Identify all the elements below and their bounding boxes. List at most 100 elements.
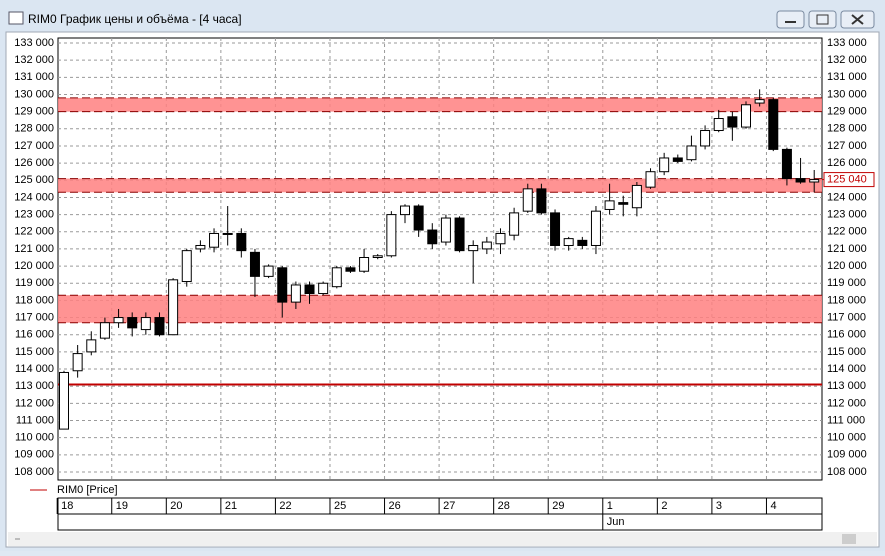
legend-label[interactable]: RIM0 [Price] [57,484,118,496]
y2-tick-label: 127 000 [827,140,867,152]
date-label: 4 [770,500,776,512]
candle-body [468,244,479,252]
candle-body [400,205,410,216]
y2-tick-label: 126 000 [827,157,867,169]
candle-body [686,145,697,161]
candle-body [604,200,615,210]
date-label: 28 [498,500,510,512]
y2-tick-label: 122 000 [827,226,867,238]
candle-body [659,157,670,173]
scrollbar[interactable] [8,532,877,546]
date-label: 26 [389,500,401,512]
candle-body [550,212,561,246]
candle-body [304,284,315,295]
candle-body [59,371,69,430]
month-label: Jun [607,516,625,528]
candle-body [809,179,820,183]
date-label: 22 [279,500,291,512]
y2-tick-label: 130 000 [827,88,867,100]
candle-body [768,99,779,150]
y-tick-label: 120 000 [14,260,54,272]
candle-body [590,210,601,246]
candle-body [509,212,520,236]
candle-body [645,171,656,188]
price-zone [58,97,822,112]
y2-tick-label: 117 000 [827,311,866,323]
y-tick-label: 111 000 [16,414,54,426]
y-tick-label: 122 000 [14,226,54,238]
y2-tick-label: 120 000 [827,260,867,272]
y2-tick-label: 108 000 [827,466,867,478]
y-tick-label: 124 000 [14,191,54,203]
scroll-thumb[interactable] [842,534,856,544]
candle-body [536,188,547,214]
maximize-button[interactable] [808,10,837,29]
y2-tick-label: 113 000 [827,380,866,392]
y2-tick-label: 116 000 [827,329,866,341]
y-tick-label: 118 000 [15,294,54,306]
last-price-label: 125 040 [827,173,867,185]
candle-body [481,241,492,250]
y2-tick-label: 112 000 [827,397,866,409]
y2-tick-label: 115 000 [827,346,866,358]
y-tick-label: 108 000 [14,466,54,478]
y2-tick-label: 121 000 [827,243,867,255]
y-tick-label: 112 000 [15,397,54,409]
price-zone [58,295,822,323]
candle-body [495,232,506,245]
candle-body [263,265,274,277]
date-label: 21 [225,500,237,512]
candle-body [386,214,397,257]
y-tick-label: 127 000 [14,140,54,152]
candle-body [113,317,124,324]
y-tick-label: 125 000 [14,174,54,186]
candle-body [181,250,192,283]
candle-body [372,255,383,258]
date-label: 2 [661,500,667,512]
candle-body [427,229,438,245]
y-tick-label: 128 000 [14,123,54,135]
y-tick-label: 123 000 [14,209,54,221]
candle-body [440,217,451,243]
y-tick-label: 126 000 [14,157,54,169]
y-tick-label: 131 000 [14,71,54,83]
candle-body [754,99,765,104]
y-tick-label: 133 000 [14,37,54,49]
candle-body [127,317,138,329]
candle-body [741,104,751,128]
candle-body [140,317,151,331]
candle-body [631,184,642,209]
minimize-button[interactable] [776,10,805,29]
candle-body [222,232,233,235]
date-label: 29 [552,500,564,512]
date-label: 1 [607,500,613,512]
candle-body [672,157,683,162]
candle-body [522,188,533,212]
window-title: RIM0 График цены и объёма - [4 часа] [28,12,242,26]
maximize-icon [816,14,829,25]
candle-body [413,205,424,231]
y-tick-label: 119 000 [15,277,54,289]
candle-body [331,267,342,288]
y2-tick-label: 109 000 [827,449,867,461]
date-label: 19 [116,500,128,512]
window-icon [8,11,24,25]
y2-tick-label: 128 000 [827,123,867,135]
y2-tick-label: 119 000 [827,277,866,289]
y-tick-label: 113 000 [15,380,54,392]
candle-body [277,267,288,303]
candle-body [236,232,247,252]
date-label: 18 [61,500,73,512]
candle-body [700,130,711,147]
y-tick-label: 116 000 [15,329,54,341]
y2-tick-label: 110 000 [827,432,866,444]
price-zone [58,178,822,193]
candle-body [168,279,179,336]
y-tick-label: 117 000 [15,311,54,323]
candle-body [318,282,329,295]
y-tick-label: 109 000 [14,449,54,461]
candle-body [713,118,724,132]
candle-body [345,267,356,272]
y2-tick-label: 124 000 [827,191,867,203]
candle-body [727,116,738,128]
